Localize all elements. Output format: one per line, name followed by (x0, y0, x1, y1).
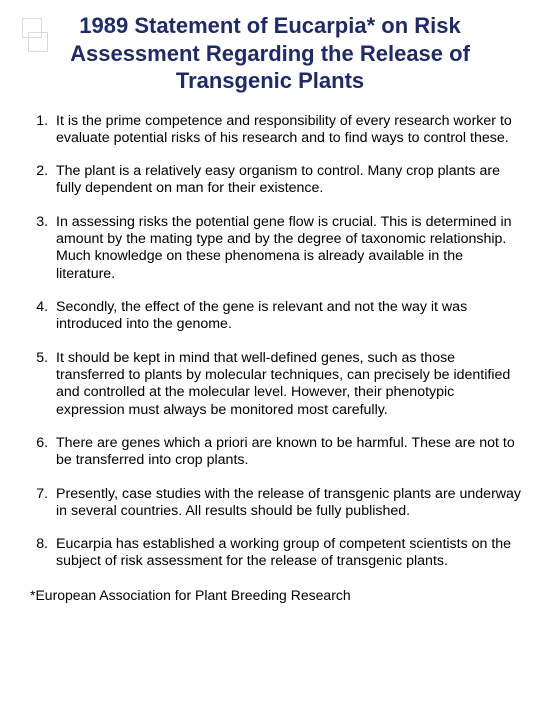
list-item: There are genes which a priori are known… (52, 435, 522, 470)
page-title: 1989 Statement of Eucarpia* on Risk Asse… (28, 12, 512, 95)
list-item: In assessing risks the potential gene fl… (52, 214, 522, 283)
statement-list: It is the prime competence and responsib… (18, 113, 522, 571)
footnote: *European Association for Plant Breeding… (18, 587, 522, 603)
list-item: Eucarpia has established a working group… (52, 536, 522, 571)
list-item: It should be kept in mind that well-defi… (52, 350, 522, 419)
list-item: Presently, case studies with the release… (52, 486, 522, 521)
list-item: It is the prime competence and responsib… (52, 113, 522, 148)
title-decor-icon (22, 18, 56, 70)
list-item: The plant is a relatively easy organism … (52, 163, 522, 198)
list-item: Secondly, the effect of the gene is rele… (52, 299, 522, 334)
title-text: 1989 Statement of Eucarpia* on Risk Asse… (70, 13, 470, 93)
